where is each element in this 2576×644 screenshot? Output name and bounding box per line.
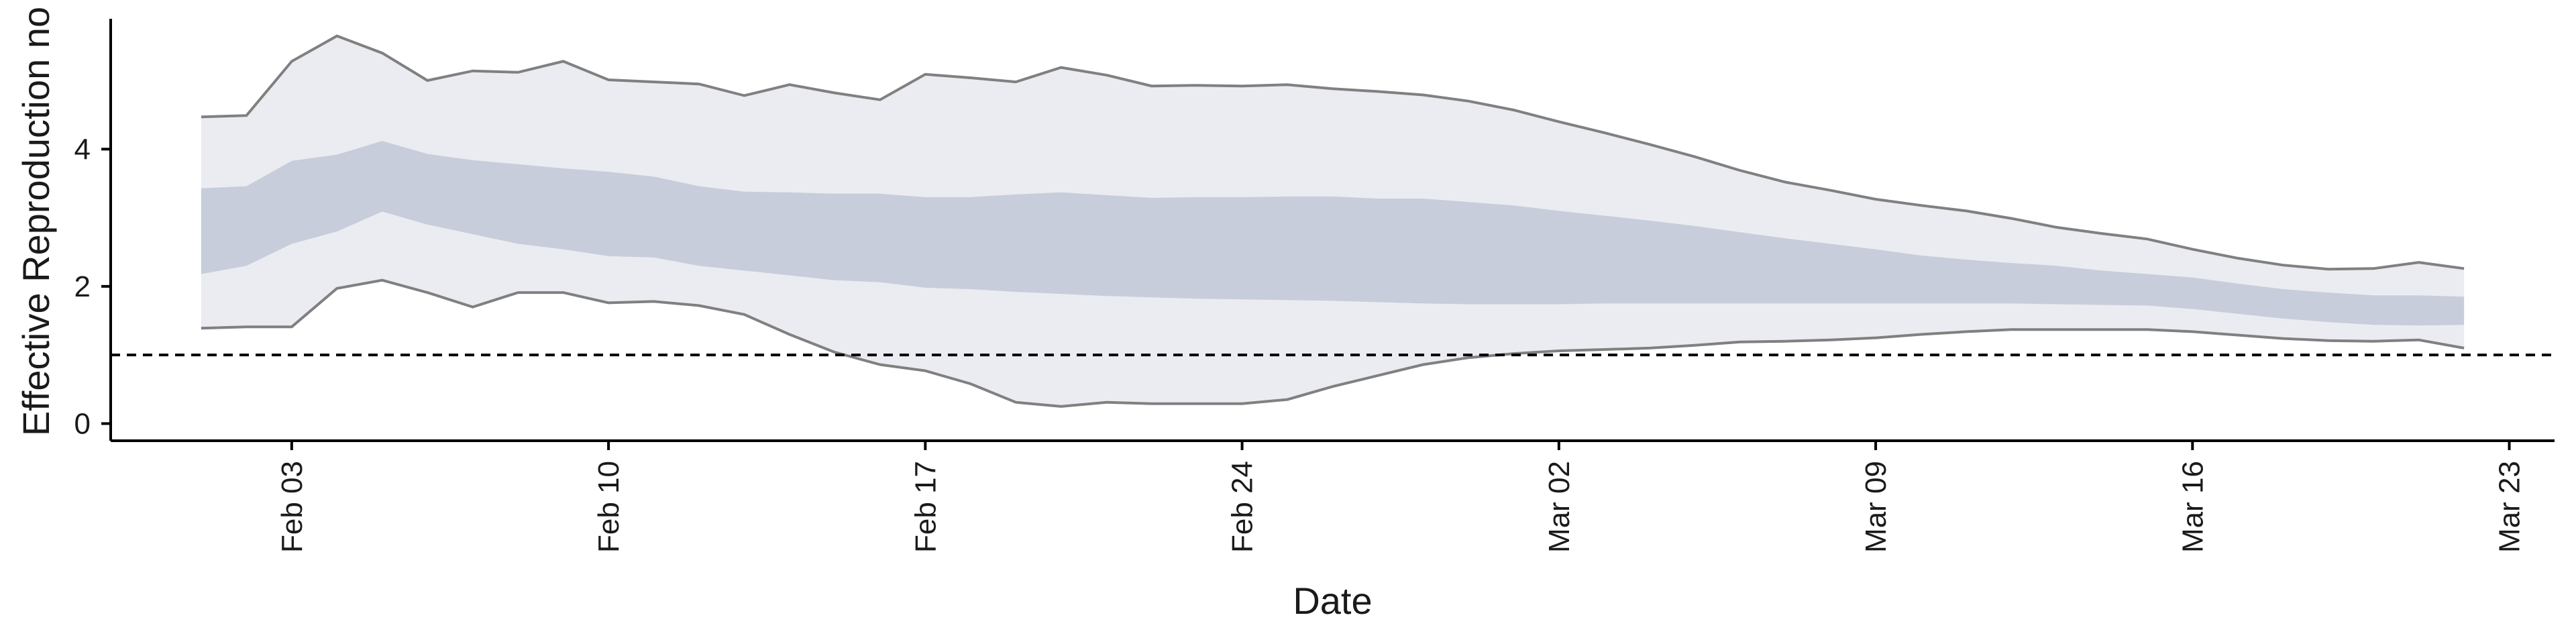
y-tick-label: 4 xyxy=(74,133,91,166)
axes xyxy=(109,19,2555,442)
inner-interval-band xyxy=(201,141,2465,326)
x-axis-title: Date xyxy=(1293,580,1372,622)
x-tick-label: Mar 23 xyxy=(2493,461,2526,553)
y-ticks: 0 2 4 xyxy=(74,133,111,440)
x-tick-label: Mar 16 xyxy=(2176,461,2209,553)
x-tick-label: Feb 10 xyxy=(592,461,625,553)
x-ticks: Feb 03 Feb 10 Feb 17 Feb 24 Mar 02 Mar 09 Mar … xyxy=(276,441,2526,553)
interval-bounds xyxy=(201,34,2465,408)
y-axis-title: Effective Reproduction no xyxy=(15,7,57,436)
x-tick-label: Mar 02 xyxy=(1543,461,1576,553)
outer-upper-bound-line xyxy=(201,34,2465,271)
interval-bands xyxy=(201,36,2465,407)
x-tick-label: Mar 09 xyxy=(1860,461,1892,553)
x-tick-label: Feb 03 xyxy=(276,461,309,553)
x-tick-label: Feb 24 xyxy=(1226,461,1259,553)
outer-lower-bound-line xyxy=(201,278,2465,408)
y-tick-label: 2 xyxy=(74,270,91,303)
x-tick-label: Feb 17 xyxy=(909,461,942,553)
y-tick-label: 0 xyxy=(74,407,91,440)
